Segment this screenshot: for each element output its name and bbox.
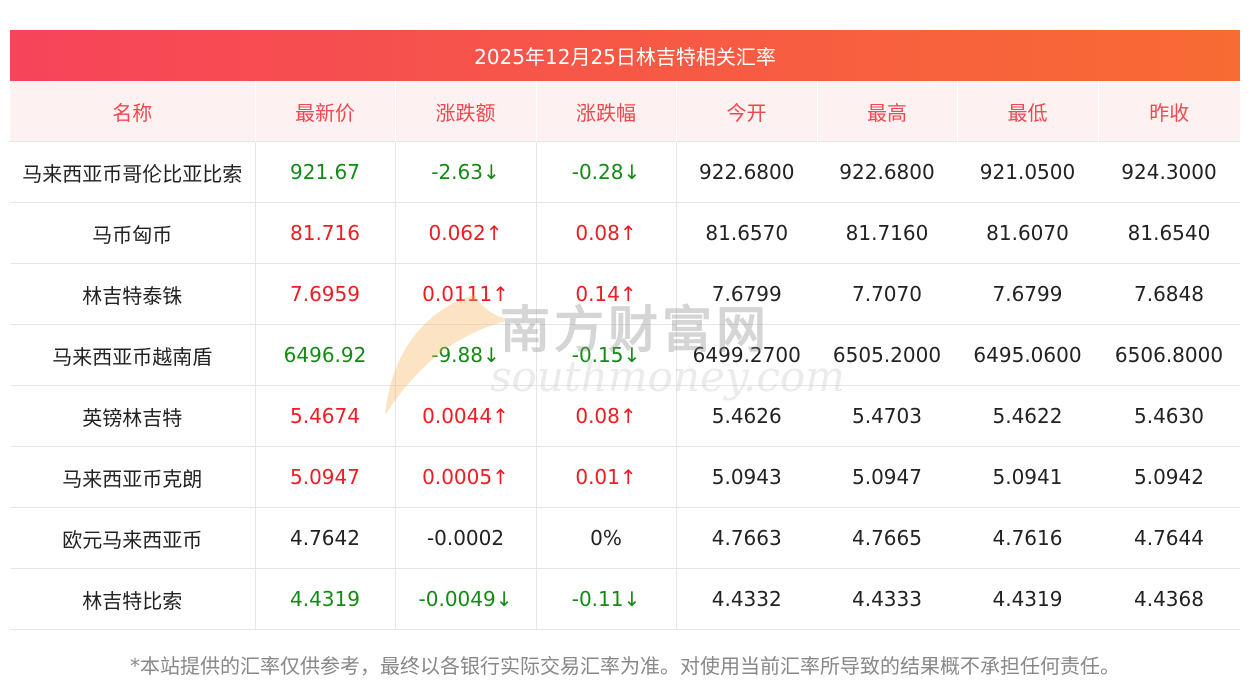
cell-change: 0.0005↑ xyxy=(395,446,537,508)
cell-high: 5.4703 xyxy=(817,385,957,447)
column-header-pct: 涨跌幅 xyxy=(536,81,677,142)
cell-low: 4.4319 xyxy=(957,568,1098,630)
table-row: 林吉特比索 4.4319 -0.0049↓ -0.11↓ 4.4332 4.4333 4.4… xyxy=(10,568,1240,630)
cell-open: 5.0943 xyxy=(676,446,817,508)
cell-prev: 924.3000 xyxy=(1098,141,1240,203)
rate-panel: 2025年12月25日林吉特相关汇率 名称 最新价 涨跌额 涨跌幅 今开 最高 … xyxy=(10,30,1240,630)
table-row: 马来西亚币克朗 5.0947 0.0005↑ 0.01↑ 5.0943 5.0947 5.0… xyxy=(10,446,1240,508)
column-header-change: 涨跌额 xyxy=(395,81,537,142)
cell-open: 81.6570 xyxy=(676,202,817,264)
cell-open: 5.4626 xyxy=(676,385,817,447)
cell-change: 0.0111↑ xyxy=(395,263,537,325)
cell-low: 81.6070 xyxy=(957,202,1098,264)
cell-low: 4.7616 xyxy=(957,507,1098,569)
cell-pct: 0.14↑ xyxy=(536,263,677,325)
cell-open: 4.4332 xyxy=(676,568,817,630)
cell-prev: 6506.8000 xyxy=(1098,324,1240,386)
cell-high: 4.7665 xyxy=(817,507,957,569)
table-row: 马币匈币 81.716 0.062↑ 0.08↑ 81.6570 81.7160 81.60… xyxy=(10,202,1240,264)
rates-table: 名称 最新价 涨跌额 涨跌幅 今开 最高 最低 昨收 马来西亚币哥伦比亚比索 92… xyxy=(10,81,1240,630)
column-header-prev: 昨收 xyxy=(1098,81,1240,142)
cell-change: -2.63↓ xyxy=(395,141,537,203)
column-header-latest: 最新价 xyxy=(255,81,396,142)
cell-low: 5.0941 xyxy=(957,446,1098,508)
cell-open: 7.6799 xyxy=(676,263,817,325)
cell-name: 马来西亚币哥伦比亚比索 xyxy=(10,141,256,203)
column-header-high: 最高 xyxy=(817,81,958,142)
cell-prev: 7.6848 xyxy=(1098,263,1240,325)
cell-high: 6505.2000 xyxy=(817,324,957,386)
cell-pct: -0.11↓ xyxy=(536,568,677,630)
cell-latest: 6496.92 xyxy=(255,324,396,386)
cell-name: 马来西亚币越南盾 xyxy=(10,324,256,386)
cell-pct: 0.08↑ xyxy=(536,202,677,264)
cell-pct: -0.15↓ xyxy=(536,324,677,386)
cell-latest: 921.67 xyxy=(255,141,396,203)
cell-latest: 4.7642 xyxy=(255,507,396,569)
cell-name: 马币匈币 xyxy=(10,202,256,264)
cell-prev: 81.6540 xyxy=(1098,202,1240,264)
cell-open: 922.6800 xyxy=(676,141,817,203)
table-row: 欧元马来西亚币 4.7642 -0.0002 0% 4.7663 4.7665 4.7616… xyxy=(10,507,1240,569)
cell-latest: 4.4319 xyxy=(255,568,396,630)
cell-prev: 4.7644 xyxy=(1098,507,1240,569)
cell-change: -9.88↓ xyxy=(395,324,537,386)
cell-name: 欧元马来西亚币 xyxy=(10,507,256,569)
cell-low: 6495.0600 xyxy=(957,324,1098,386)
cell-change: 0.0044↑ xyxy=(395,385,537,447)
cell-latest: 5.0947 xyxy=(255,446,396,508)
cell-name: 英镑林吉特 xyxy=(10,385,256,447)
header-row: 名称 最新价 涨跌额 涨跌幅 今开 最高 最低 昨收 xyxy=(10,81,1240,142)
cell-latest: 7.6959 xyxy=(255,263,396,325)
cell-low: 5.4622 xyxy=(957,385,1098,447)
cell-low: 921.0500 xyxy=(957,141,1098,203)
table-row: 英镑林吉特 5.4674 0.0044↑ 0.08↑ 5.4626 5.4703 5.462… xyxy=(10,385,1240,447)
cell-change: -0.0002 xyxy=(395,507,537,569)
table-row: 马来西亚币越南盾 6496.92 -9.88↓ -0.15↓ 6499.2700 6505… xyxy=(10,324,1240,386)
cell-latest: 5.4674 xyxy=(255,385,396,447)
cell-high: 81.7160 xyxy=(817,202,957,264)
cell-change: 0.062↑ xyxy=(395,202,537,264)
cell-name: 林吉特泰铢 xyxy=(10,263,256,325)
cell-pct: -0.28↓ xyxy=(536,141,677,203)
cell-prev: 5.4630 xyxy=(1098,385,1240,447)
column-header-open: 今开 xyxy=(676,81,818,142)
column-header-low: 最低 xyxy=(957,81,1099,142)
cell-high: 4.4333 xyxy=(817,568,957,630)
cell-pct: 0.01↑ xyxy=(536,446,677,508)
cell-high: 7.7070 xyxy=(817,263,957,325)
cell-name: 林吉特比索 xyxy=(10,568,256,630)
cell-latest: 81.716 xyxy=(255,202,396,264)
cell-high: 922.6800 xyxy=(817,141,957,203)
cell-name: 马来西亚币克朗 xyxy=(10,446,256,508)
cell-prev: 4.4368 xyxy=(1098,568,1240,630)
table-row: 马来西亚币哥伦比亚比索 921.67 -2.63↓ -0.28↓ 922.6800 922… xyxy=(10,141,1240,203)
column-header-name: 名称 xyxy=(10,81,256,142)
table-title: 2025年12月25日林吉特相关汇率 xyxy=(10,30,1240,81)
cell-pct: 0% xyxy=(536,507,677,569)
cell-prev: 5.0942 xyxy=(1098,446,1240,508)
cell-low: 7.6799 xyxy=(957,263,1098,325)
disclaimer: *本站提供的汇率仅供参考，最终以各银行实际交易汇率为准。对使用当前汇率所导致的结… xyxy=(130,654,1120,678)
cell-pct: 0.08↑ xyxy=(536,385,677,447)
cell-change: -0.0049↓ xyxy=(395,568,537,630)
cell-high: 5.0947 xyxy=(817,446,957,508)
cell-open: 4.7663 xyxy=(676,507,817,569)
cell-open: 6499.2700 xyxy=(676,324,817,386)
table-row: 林吉特泰铢 7.6959 0.0111↑ 0.14↑ 7.6799 7.7070 7.679… xyxy=(10,263,1240,325)
